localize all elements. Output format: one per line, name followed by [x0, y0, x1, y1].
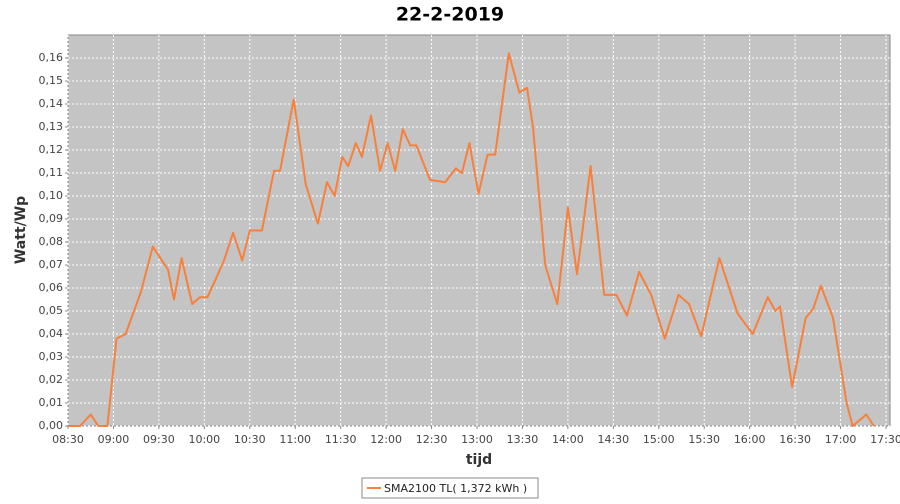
legend: SMA2100 TL( 1,372 kWh ): [361, 477, 539, 499]
y-tick-label: 0,01: [39, 396, 64, 409]
x-tick-label: 09:00: [98, 433, 130, 446]
x-axis-label: tijd: [466, 452, 492, 468]
x-tick-label: 14:30: [597, 433, 629, 446]
x-tick-label: 17:30: [870, 433, 900, 446]
y-tick-label: 0,16: [39, 51, 64, 64]
x-tick-label: 15:30: [688, 433, 720, 446]
y-tick-label: 0,13: [39, 120, 64, 133]
y-tick-label: 0,04: [39, 327, 64, 340]
legend-box: [361, 477, 539, 499]
y-tick-label: 0,00: [39, 419, 64, 432]
x-tick-label: 14:00: [552, 433, 584, 446]
x-tick-label: 11:00: [279, 433, 311, 446]
x-tick-label: 15:00: [643, 433, 675, 446]
y-tick-label: 0,03: [39, 350, 64, 363]
x-tick-label: 12:30: [416, 433, 448, 446]
x-tick-label: 09:30: [143, 433, 175, 446]
x-tick-label: 12:00: [370, 433, 402, 446]
x-tick-label: 08:30: [52, 433, 84, 446]
y-tick-label: 0,09: [39, 212, 64, 225]
y-tick-label: 0,11: [39, 166, 64, 179]
y-tick-label: 0,06: [39, 281, 64, 294]
x-tick-label: 10:30: [234, 433, 266, 446]
legend-label: SMA2100 TL( 1,372 kWh ): [384, 482, 527, 495]
x-tick-label: 13:30: [507, 433, 539, 446]
y-tick-label: 0,15: [39, 74, 64, 87]
x-tick-label: 17:00: [825, 433, 857, 446]
y-tick-label: 0,07: [39, 258, 64, 271]
chart-title: 22-2-2019: [396, 4, 504, 26]
x-tick-label: 13:00: [461, 433, 493, 446]
y-tick-label: 0,02: [39, 373, 64, 386]
x-tick-label: 10:00: [188, 433, 220, 446]
y-tick-label: 0,08: [39, 235, 64, 248]
x-tick-label: 16:00: [734, 433, 766, 446]
y-tick-label: 0,14: [39, 97, 64, 110]
y-tick-label: 0,12: [39, 143, 64, 156]
plot-area: [67, 34, 891, 427]
y-tick-label: 0,10: [39, 189, 64, 202]
x-tick-label: 16:30: [779, 433, 811, 446]
y-tick-label: 0,05: [39, 304, 64, 317]
series-line: [68, 52, 875, 427]
x-tick-label: 11:30: [325, 433, 357, 446]
y-axis-label: Watt/Wp: [13, 196, 29, 264]
